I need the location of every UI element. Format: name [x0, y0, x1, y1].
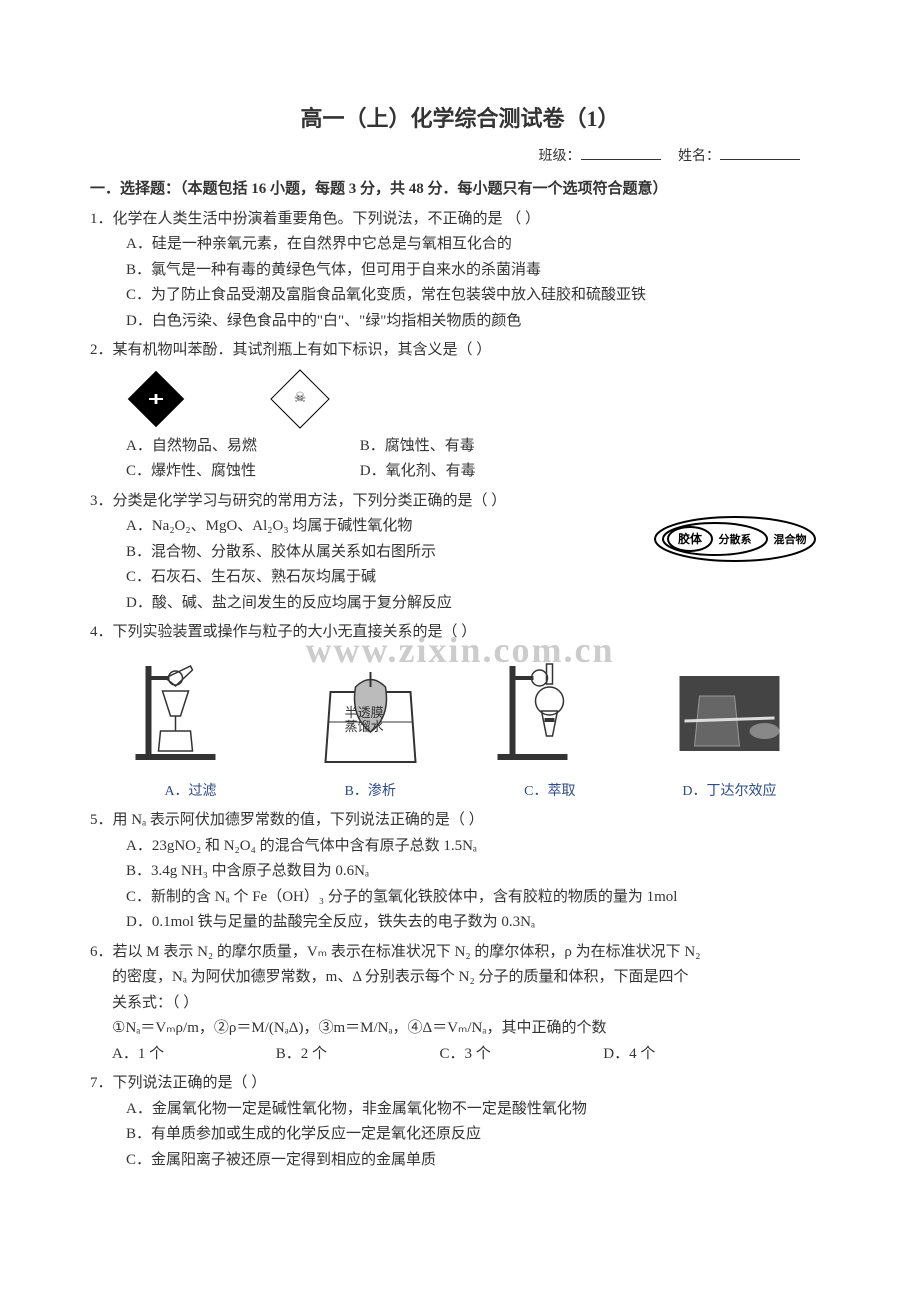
q4-fig-b-text1: 半透膜 [345, 705, 384, 720]
q6-relations: ①Nₐ＝Vₘρ/m，②ρ＝M/(NₐΔ)，③m＝M/Nₐ，④Δ＝Vₘ/Nₐ，其中… [90, 1016, 830, 1042]
q2-opt-c: C．爆炸性、腐蚀性 [126, 459, 356, 485]
q4-stem: 4．下列实验装置或操作与粒子的大小无直接关系的是（ ） [90, 620, 830, 646]
question-5: 5．用 Nₐ 表示阿伏加德罗常数的值，下列说法正确的是（ ） A．23gNO₂ … [90, 808, 830, 936]
q7-stem: 7．下列说法正确的是（ ） [90, 1071, 830, 1097]
q5-options: A．23gNO₂ 和 N₂O₄ 的混合气体中含有原子总数 1.5Nₐ B．3.4… [90, 834, 830, 936]
venn-mid: 分散系 [719, 532, 752, 546]
q7-opt-a: A．金属氧化物一定是碱性氧化物，非金属氧化物不一定是酸性氧化物 [126, 1097, 830, 1123]
q1-opt-c: C．为了防止食品受潮及富脂食品氧化变质，常在包装袋中放入硅胶和硫酸亚铁 [126, 283, 830, 309]
q3-stem: 3．分类是化学学习与研究的常用方法，下列分类正确的是（ ） [90, 489, 830, 515]
section-heading: 一．选择题：（本题包括 16 小题，每题 3 分，共 48 分．每小题只有一个选… [90, 177, 830, 203]
page-title: 高一（上）化学综合测试卷（1） [90, 100, 830, 137]
q4-label-d: D．丁达尔效应 [649, 780, 810, 804]
q7-opt-b: B．有单质参加或生成的化学反应一定是氧化还原反应 [126, 1122, 830, 1148]
question-6: 6．若以 M 表示 N₂ 的摩尔质量，Vₘ 表示在标准状况下 N₂ 的摩尔体积，… [90, 940, 830, 1068]
class-blank[interactable] [581, 145, 661, 160]
q6-opt-c: C．3 个 [440, 1042, 600, 1068]
q2-opt-b: B．腐蚀性、有毒 [360, 434, 590, 460]
q7-opt-c: C．金属阳离子被还原一定得到相应的金属单质 [126, 1148, 830, 1174]
q7-options: A．金属氧化物一定是碱性氧化物，非金属氧化物不一定是酸性氧化物 B．有单质参加或… [90, 1097, 830, 1174]
extraction-icon [469, 656, 630, 766]
q5-opt-c: C．新制的含 Nₐ 个 Fe（OH）₃ 分子的氢氧化铁胶体中，含有胶粒的物质的量… [126, 885, 830, 911]
tyndall-effect-icon [649, 656, 810, 766]
q6-stem-3: 关系式：（ ） [90, 991, 830, 1017]
name-label: 姓名： [678, 149, 720, 164]
q5-opt-b: B．3.4g NH₃ 中含原子总数目为 0.6Nₐ [126, 859, 830, 885]
q6-opt-b: B．2 个 [276, 1042, 436, 1068]
q5-opt-d: D．0.1mol 铁与足量的盐酸完全反应，铁失去的电子数为 0.3Nₐ [126, 910, 830, 936]
q4-label-b: B．渗析 [290, 780, 451, 804]
q3-opt-d: D．酸、碱、盐之间发生的反应均属于复分解反应 [126, 591, 830, 617]
q2-opt-a: A．自然物品、易燃 [126, 434, 356, 460]
q5-stem: 5．用 Nₐ 表示阿伏加德罗常数的值，下列说法正确的是（ ） [90, 808, 830, 834]
q1-stem: 1．化学在人类生活中扮演着重要角色。下列说法，不正确的是 （ ） [90, 207, 830, 233]
q1-options: A．硅是一种亲氧元素，在自然界中它总是与氧相互化合的 B．氯气是一种有毒的黄绿色… [90, 232, 830, 334]
question-1: 1．化学在人类生活中扮演着重要角色。下列说法，不正确的是 （ ） A．硅是一种亲… [90, 207, 830, 335]
student-info-row: 班级： 姓名： [90, 145, 830, 169]
q5-opt-a: A．23gNO₂ 和 N₂O₄ 的混合气体中含有原子总数 1.5Nₐ [126, 834, 830, 860]
hazard-corrosive-icon [126, 371, 186, 427]
q6-stem-1: 6．若以 M 表示 N₂ 的摩尔质量，Vₘ 表示在标准状况下 N₂ 的摩尔体积，… [90, 940, 830, 966]
q2-stem: 2．某有机物叫苯酚．其试剂瓶上有如下标识，其含义是（ ） [90, 338, 830, 364]
q6-stem-2: 的密度，Nₐ 为阿伏加德罗常数，m、Δ 分别表示每个 N₂ 分子的质量和体积，下… [90, 965, 830, 991]
hazard-toxic-icon [270, 370, 330, 428]
q4-figures: A．过滤 半透膜 蒸馏水 B．渗析 [90, 646, 830, 805]
q4-label-c: C．萃取 [469, 780, 630, 804]
q6-options: A．1 个 B．2 个 C．3 个 D．4 个 [90, 1042, 830, 1068]
question-3: 3．分类是化学学习与研究的常用方法，下列分类正确的是（ ） 胶体 分散系 混合物… [90, 489, 830, 617]
q1-opt-b: B．氯气是一种有毒的黄绿色气体，但可用于自来水的杀菌消毒 [126, 258, 830, 284]
q4-fig-d: D．丁达尔效应 [649, 656, 810, 805]
venn-inner: 胶体 [678, 531, 703, 546]
q4-fig-a: A．过滤 [110, 656, 271, 805]
q1-opt-d: D．白色污染、绿色食品中的"白"、"绿"均指相关物质的颜色 [126, 309, 830, 335]
q6-opt-d: D．4 个 [603, 1042, 763, 1068]
q4-fig-c: C．萃取 [469, 656, 630, 805]
q6-opt-a: A．1 个 [112, 1042, 272, 1068]
q1-opt-a: A．硅是一种亲氧元素，在自然界中它总是与氧相互化合的 [126, 232, 830, 258]
question-2: 2．某有机物叫苯酚．其试剂瓶上有如下标识，其含义是（ ） A．自然物品、易燃 B… [90, 338, 830, 485]
venn-outer: 混合物 [774, 532, 807, 546]
q3-venn-diagram: 胶体 分散系 混合物 [650, 514, 820, 574]
q4-fig-b: 半透膜 蒸馏水 B．渗析 [290, 667, 451, 804]
q2-options: A．自然物品、易燃 B．腐蚀性、有毒 C．爆炸性、腐蚀性 D．氧化剂、有毒 [90, 434, 830, 485]
question-4: 4．下列实验装置或操作与粒子的大小无直接关系的是（ ） A．过滤 [90, 620, 830, 804]
question-7: 7．下列说法正确的是（ ） A．金属氧化物一定是碱性氧化物，非金属氧化物不一定是… [90, 1071, 830, 1173]
q4-fig-b-text2: 蒸馏水 [345, 719, 384, 734]
q4-label-a: A．过滤 [110, 780, 271, 804]
q2-opt-d: D．氧化剂、有毒 [360, 459, 590, 485]
filtration-icon [110, 656, 271, 766]
q2-hazard-icons [90, 370, 830, 428]
name-blank[interactable] [720, 145, 800, 160]
class-label: 班级： [539, 149, 581, 164]
